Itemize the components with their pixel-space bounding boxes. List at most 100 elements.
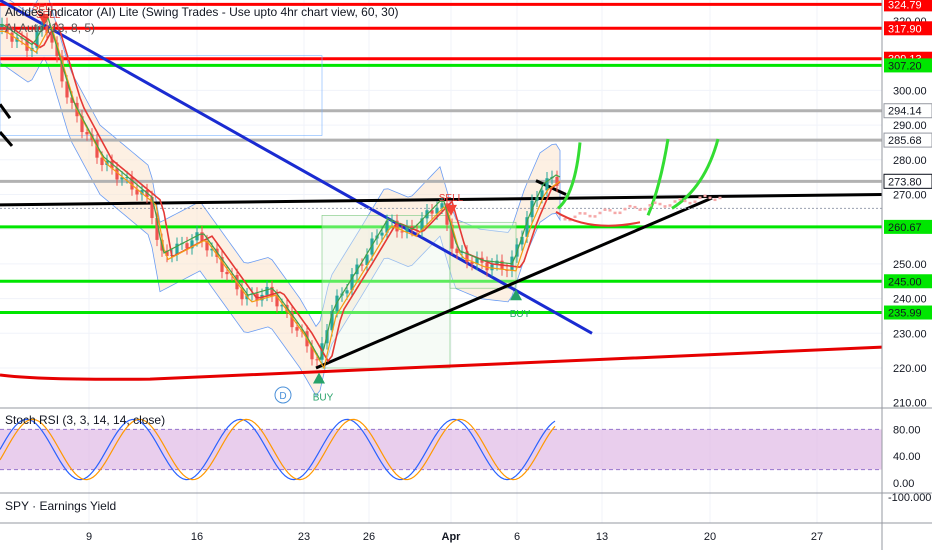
signal-label: BUY — [313, 392, 334, 403]
candle — [698, 196, 702, 199]
watermark-sell-text: SELL — [36, 10, 61, 21]
price-tick-label: 290.00 — [893, 120, 927, 132]
price-level-badge: 307.20 — [884, 58, 932, 73]
candle — [593, 215, 597, 218]
candle — [608, 209, 612, 212]
price-level-label: 245.00 — [888, 276, 922, 288]
moving-averages — [0, 15, 641, 370]
time-tick-label: 6 — [514, 531, 520, 543]
candle — [568, 218, 572, 222]
candle — [683, 199, 687, 203]
candle — [60, 49, 64, 88]
candle — [45, 19, 49, 40]
candle — [385, 214, 389, 239]
time-tick-label: 27 — [811, 531, 823, 543]
price-tick-label: 210.00 — [893, 398, 927, 410]
time-tick-label: 20 — [704, 531, 716, 543]
candle — [25, 32, 29, 58]
candle — [430, 203, 434, 220]
candle — [165, 244, 169, 263]
price-tick-label: 230.00 — [893, 328, 927, 340]
candle — [470, 255, 474, 271]
candle — [140, 183, 144, 201]
candle — [120, 171, 124, 186]
candle — [598, 211, 602, 215]
price-level-label: 317.90 — [888, 23, 922, 35]
price-tick-label: 220.00 — [893, 363, 927, 375]
candle — [713, 198, 717, 202]
price-level-label: 324.79 — [888, 0, 922, 11]
last-price-badge: 273.80 — [883, 173, 932, 189]
candle — [200, 226, 204, 248]
candle — [678, 198, 682, 201]
time-axis: 9 16 23 26 Apr 6 13 20 27 — [86, 531, 823, 543]
candle — [485, 256, 489, 277]
signals: SELL SELL BUY BUY D — [32, 2, 531, 404]
candle — [290, 305, 294, 334]
candle — [135, 183, 139, 201]
stoch-k-line — [0, 418, 556, 481]
rsi-tick-label: 0.00 — [893, 478, 914, 490]
price-level-badge: 235.99 — [884, 305, 932, 320]
price-axis: 220.00230.00240.00250.00260.00270.00280.… — [883, 0, 932, 410]
candle — [475, 251, 479, 271]
signal-label: BUY — [510, 309, 531, 320]
price-level-label: 307.20 — [888, 60, 922, 72]
candle — [658, 202, 662, 206]
candle — [718, 196, 722, 200]
candle — [395, 214, 399, 238]
sub-indicator-title: AI Auto (13, 8, 5) — [5, 21, 96, 35]
candle — [563, 218, 567, 221]
earnings-yield-axis-label: -100.000 — [888, 492, 932, 504]
price-level-label: 285.68 — [888, 135, 922, 147]
earnings-yield-title: SPY · Earnings Yield — [5, 499, 117, 513]
candle — [175, 237, 179, 262]
candle — [360, 258, 364, 272]
time-tick-label: Apr — [442, 531, 462, 543]
candle — [588, 214, 592, 218]
candle — [668, 204, 672, 207]
candle — [703, 194, 707, 198]
time-tick-label: 26 — [363, 531, 375, 543]
candle — [633, 205, 637, 209]
candle — [638, 208, 642, 211]
candle — [130, 170, 134, 196]
price-tick-label: 270.00 — [893, 190, 927, 202]
rsi-tick-label: 40.00 — [893, 451, 921, 463]
price-tick-label: 250.00 — [893, 259, 927, 271]
candle — [185, 236, 189, 255]
price-level-badge: 294.14 — [883, 103, 932, 119]
candle — [95, 133, 99, 164]
candle — [555, 170, 559, 193]
time-tick-label: 16 — [191, 531, 203, 543]
price-level-badge: 285.68 — [883, 132, 932, 148]
candle — [520, 230, 524, 251]
candle — [648, 204, 652, 207]
candle — [653, 201, 657, 204]
price-tick-label: 240.00 — [893, 294, 927, 306]
candle — [708, 196, 712, 200]
candle — [603, 208, 607, 211]
candle — [365, 248, 369, 272]
buy-signal: BUY — [313, 372, 334, 403]
candle — [220, 250, 224, 279]
d-marker-label: D — [279, 391, 286, 402]
candle — [420, 212, 424, 238]
candle — [350, 267, 354, 297]
candle — [230, 267, 234, 282]
rsi-tick-label: 80.00 — [893, 424, 921, 436]
candle — [80, 109, 84, 139]
candle — [613, 211, 617, 215]
price-level-label: 260.67 — [888, 222, 922, 234]
price-level-badge: 245.00 — [884, 274, 932, 289]
price-level-label: 235.99 — [888, 308, 922, 320]
sell-signal: SELL — [439, 193, 464, 216]
price-tick-label: 280.00 — [893, 155, 927, 167]
time-tick-label: 9 — [86, 531, 92, 543]
price-tick-label: 300.00 — [893, 85, 927, 97]
candle — [405, 219, 409, 239]
candle — [628, 204, 632, 208]
